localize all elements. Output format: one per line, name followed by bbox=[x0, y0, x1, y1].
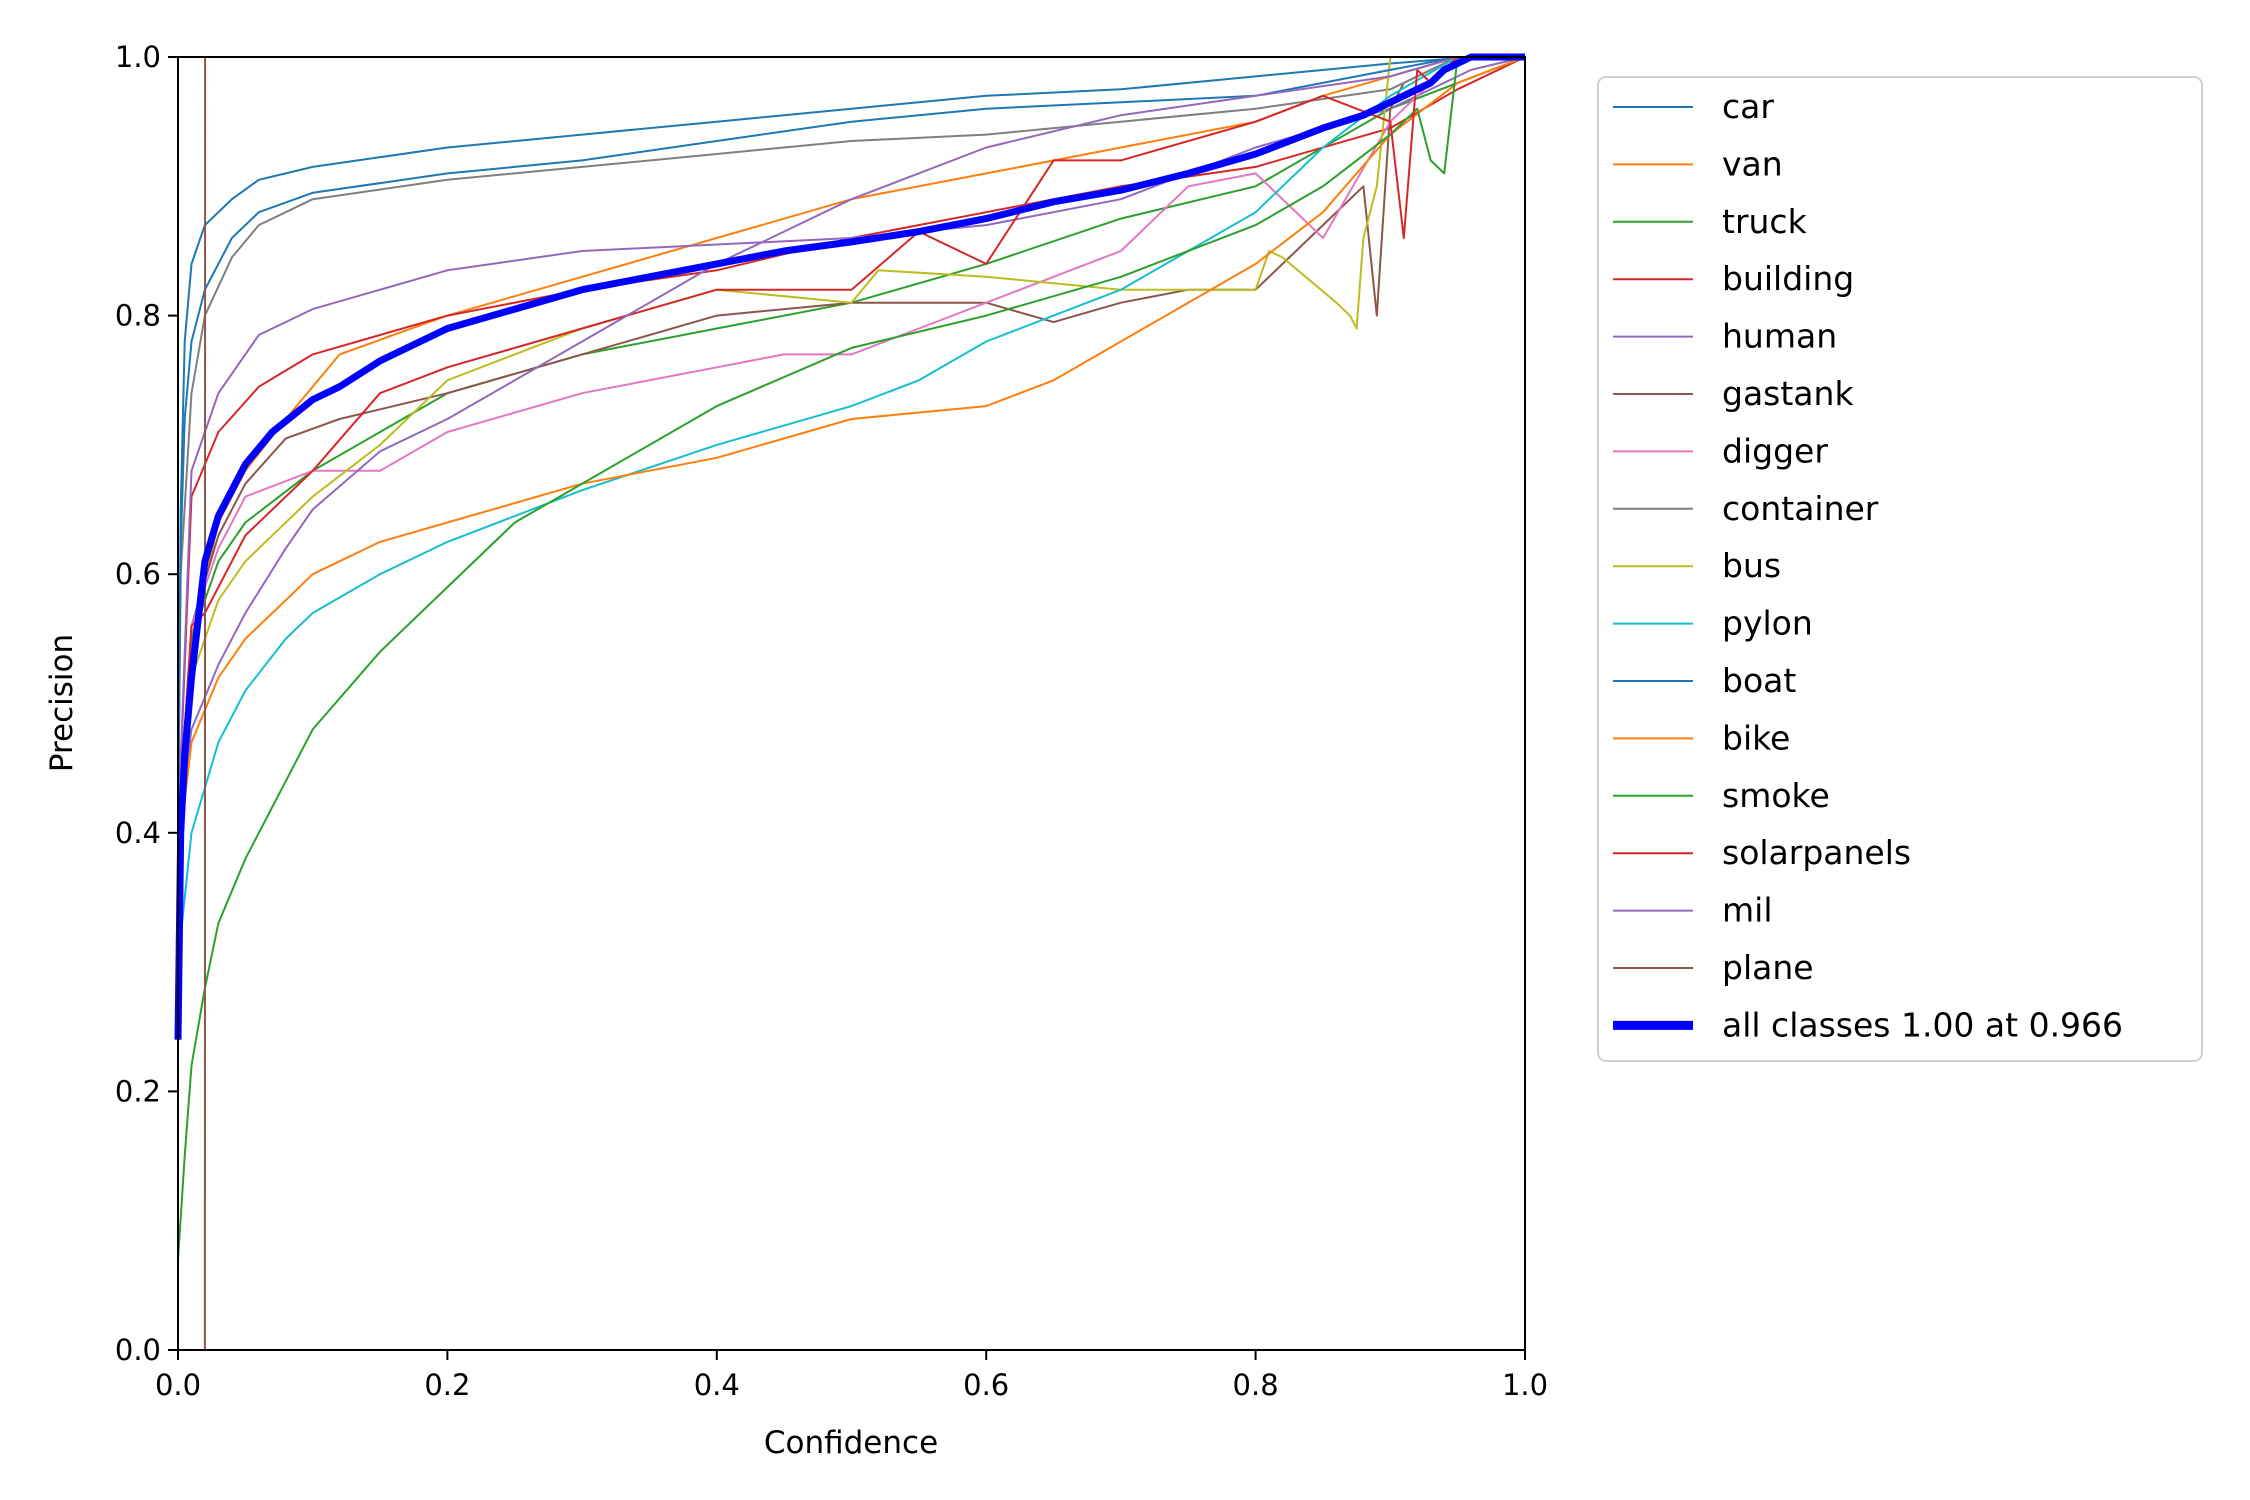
series-line-boat-10 bbox=[177, 56, 1525, 833]
legend-label-digger: digger bbox=[1722, 431, 1828, 470]
legend-label-container: container bbox=[1722, 489, 1879, 528]
legend-label-mil: mil bbox=[1722, 891, 1772, 930]
legend-label-smoke: smoke bbox=[1722, 776, 1830, 815]
series-line-digger-6 bbox=[177, 56, 1525, 833]
series-layer bbox=[174, 53, 1526, 1351]
series-line-solarpanels-13 bbox=[177, 56, 1525, 833]
y-tick-label: 0.6 bbox=[115, 557, 161, 591]
x-tick-label: 0.2 bbox=[424, 1368, 470, 1402]
plot-frame bbox=[177, 56, 1526, 1351]
series-line-car-0 bbox=[177, 56, 1525, 833]
x-tick-label: 0.4 bbox=[694, 1368, 740, 1402]
legend-label-boat: boat bbox=[1722, 661, 1796, 700]
legend-label-human: human bbox=[1722, 317, 1837, 356]
legend-label-plane: plane bbox=[1722, 948, 1814, 987]
y-axis-label: Precision bbox=[44, 634, 80, 772]
series-line-smoke-12 bbox=[177, 56, 1525, 1260]
legend-label-car: car bbox=[1722, 87, 1774, 126]
y-tick-label: 0.2 bbox=[115, 1074, 161, 1108]
x-tick-label: 0.6 bbox=[963, 1368, 1009, 1402]
series-line-container-7 bbox=[177, 56, 1525, 833]
axis-layer: 0.0 0.2 0.4 0.6 0.8 1.0 0.0 0.2 0.4 0.6 0.8 1.0 bbox=[115, 40, 1548, 1402]
y-tick-label: 0.0 bbox=[115, 1333, 161, 1367]
x-tick-label: 0.0 bbox=[155, 1368, 201, 1402]
legend-label-all-classes-1-00-at-0-966: all classes 1.00 at 0.966 bbox=[1722, 1005, 2123, 1044]
legend: car van truck building human gastank digger con… bbox=[1597, 76, 2203, 1062]
series-line-bike-11 bbox=[177, 56, 1526, 859]
series-line-all-classes-1-00-at-0-966-16 bbox=[174, 53, 1525, 1040]
legend-label-pylon: pylon bbox=[1722, 604, 1813, 643]
y-tick-label: 1.0 bbox=[115, 40, 161, 74]
legend-label-bus: bus bbox=[1722, 546, 1781, 585]
legend-label-truck: truck bbox=[1722, 202, 1808, 241]
legend-label-solarpanels: solarpanels bbox=[1722, 833, 1911, 872]
x-tick-label: 0.8 bbox=[1233, 1368, 1279, 1402]
series-line-bus-8 bbox=[177, 56, 1525, 833]
series-line-gastank-5 bbox=[177, 56, 1525, 833]
y-tick-label: 0.4 bbox=[115, 816, 161, 850]
legend-label-bike: bike bbox=[1722, 718, 1790, 757]
x-axis-label: Confidence bbox=[764, 1425, 938, 1461]
series-line-mil-14 bbox=[177, 56, 1525, 833]
legend-label-gastank: gastank bbox=[1722, 374, 1854, 413]
legend-label-van: van bbox=[1722, 144, 1783, 183]
legend-items: car van truck building human gastank digger con… bbox=[1613, 87, 2123, 1044]
legend-label-building: building bbox=[1722, 259, 1854, 298]
series-line-pylon-9 bbox=[177, 56, 1525, 963]
series-line-truck-2 bbox=[177, 56, 1526, 833]
y-tick-label: 0.8 bbox=[115, 299, 161, 333]
legend-frame bbox=[1597, 76, 2203, 1062]
x-tick-label: 1.0 bbox=[1502, 1368, 1548, 1402]
